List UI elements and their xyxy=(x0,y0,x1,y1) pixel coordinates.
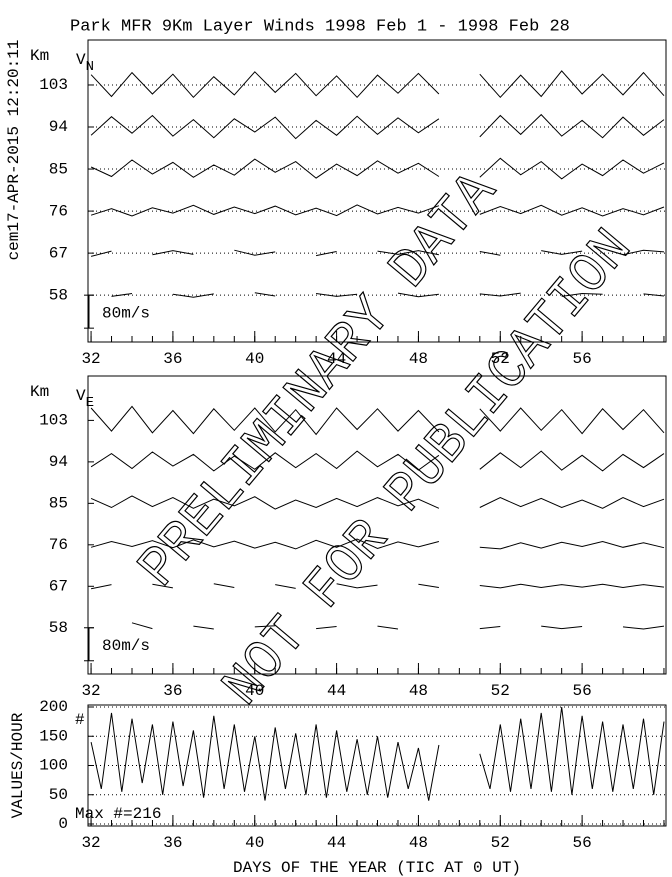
x-tick-label: 48 xyxy=(409,350,428,368)
y-tick-label: 58 xyxy=(49,286,68,304)
series-line xyxy=(90,405,665,436)
y-tick-label: 103 xyxy=(39,412,68,430)
timestamp: cem17-APR-2015 12:20:11 xyxy=(5,40,23,261)
x-tick-label: 40 xyxy=(245,350,264,368)
x-tick-label: 36 xyxy=(163,682,182,700)
scale-label: 80m/s xyxy=(102,637,150,655)
series-line xyxy=(90,450,665,472)
component-sub: N xyxy=(86,59,94,75)
series-line xyxy=(90,157,665,180)
component: V xyxy=(76,387,86,405)
x-tick-label: 36 xyxy=(163,834,182,852)
component: V xyxy=(76,51,86,69)
y-tick-label: 200 xyxy=(39,698,68,716)
x-axis-label: DAYS OF THE YEAR (TIC AT 0 UT) xyxy=(233,859,521,877)
y-tick-label: 50 xyxy=(49,786,68,804)
series-line xyxy=(90,538,665,550)
x-tick-label: 44 xyxy=(327,834,346,852)
y-tick-label: 94 xyxy=(49,118,68,136)
series-line xyxy=(90,495,665,510)
component-label: VN xyxy=(76,51,94,74)
series-line xyxy=(90,113,665,140)
series-line xyxy=(90,70,665,99)
y-tick-label: 100 xyxy=(39,757,68,775)
plot-frame xyxy=(87,39,667,343)
component-sub: E xyxy=(86,395,94,411)
series-line xyxy=(90,204,665,217)
y-tick-label: 58 xyxy=(49,619,68,637)
watermark: PRELIMINARY DATA xyxy=(126,160,510,600)
x-tick-label: 44 xyxy=(327,682,346,700)
series-line xyxy=(131,622,665,630)
x-tick-label: 48 xyxy=(409,834,428,852)
x-tick-label: 40 xyxy=(245,834,264,852)
y-tick-label: 85 xyxy=(49,160,68,178)
max-label: Max #=216 xyxy=(75,805,161,823)
y-tick-label: 0 xyxy=(58,815,68,833)
series-line xyxy=(90,706,665,801)
x-tick-label: 56 xyxy=(573,682,592,700)
plot-frame xyxy=(87,375,667,675)
y-tick-label: 76 xyxy=(49,202,68,220)
y-tick-label: 150 xyxy=(39,727,68,745)
y-tick-label: 85 xyxy=(49,495,68,513)
x-tick-label: 36 xyxy=(163,350,182,368)
chart-title: Park MFR 9Km Layer Winds 1998 Feb 1 - 19… xyxy=(70,17,570,36)
y-axis-label: Km xyxy=(30,383,49,401)
x-tick-label: 32 xyxy=(81,834,100,852)
y-tick-label: 76 xyxy=(49,536,68,554)
x-tick-label: 52 xyxy=(491,350,510,368)
x-tick-label: 40 xyxy=(245,682,264,700)
series-line xyxy=(90,583,665,590)
y-tick-label: 67 xyxy=(49,244,68,262)
x-tick-label: 52 xyxy=(491,682,510,700)
y-tick-label: 103 xyxy=(39,76,68,94)
series-line xyxy=(111,292,665,298)
scale-label: 80m/s xyxy=(102,304,150,322)
count-label: # xyxy=(75,711,85,729)
y-tick-label: 67 xyxy=(49,578,68,596)
y-tick-label: 94 xyxy=(49,453,68,471)
x-tick-label: 32 xyxy=(81,350,100,368)
x-tick-label: 32 xyxy=(81,682,100,700)
x-tick-label: 48 xyxy=(409,682,428,700)
x-tick-label: 56 xyxy=(573,834,592,852)
component-label: VE xyxy=(76,387,94,410)
x-tick-label: 44 xyxy=(327,350,346,368)
x-tick-label: 52 xyxy=(491,834,510,852)
y-axis-label: Km xyxy=(30,47,49,65)
x-tick-label: 56 xyxy=(573,350,592,368)
y-axis-label: VALUES/HOUR xyxy=(9,712,27,818)
series-line xyxy=(90,249,665,257)
